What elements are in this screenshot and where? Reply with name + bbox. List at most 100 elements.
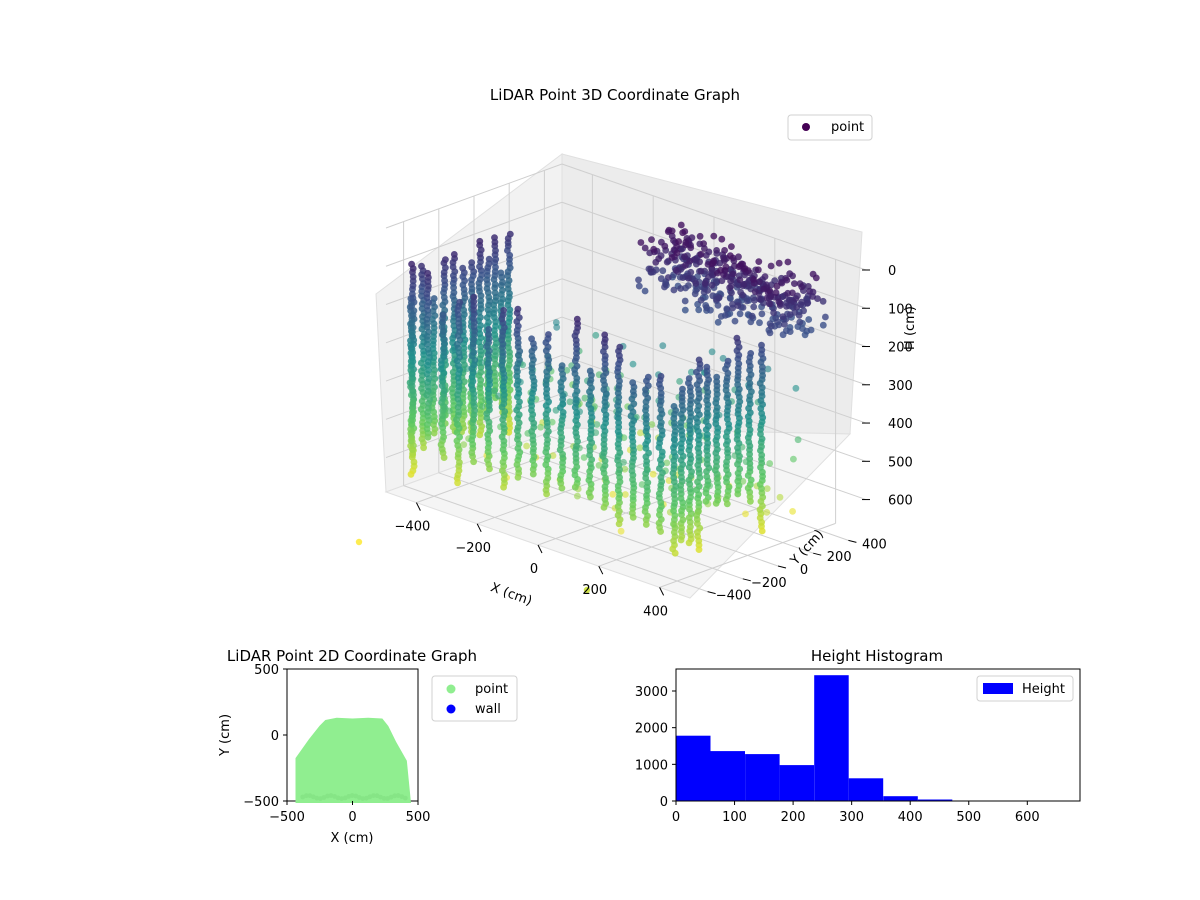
point-3d: [492, 255, 500, 263]
point-3d: [746, 392, 754, 400]
point-3d: [409, 358, 417, 365]
point-3d: [635, 282, 643, 290]
point-3d: [454, 450, 462, 458]
axes-2d-ticks: −500 0 500 −500 0 500: [243, 663, 430, 825]
point-3d: [454, 403, 462, 411]
point-3d: [499, 383, 507, 390]
point-3d: [483, 276, 491, 284]
point-3d: [499, 295, 507, 303]
y-tick-label-histogram: 2000: [635, 722, 668, 737]
point-3d: [459, 281, 467, 289]
point-3d: [513, 406, 521, 414]
axes-histogram-ticks: 0 100 200 300 400 500 600 0 1000 2000 3000: [635, 685, 1040, 825]
point-3d: [703, 409, 711, 417]
histogram-bar: [848, 778, 884, 801]
point-3d: [783, 303, 790, 310]
histogram-bar: [814, 675, 849, 801]
point-3d: [454, 479, 461, 487]
point-3d: [677, 285, 684, 292]
point-3d: [729, 270, 737, 278]
point-3d: [470, 458, 477, 466]
point-3d: [670, 419, 678, 427]
point-3d: [418, 385, 425, 392]
point-3d: [695, 306, 703, 314]
point-3d: [425, 366, 432, 374]
point-3d: [601, 495, 609, 503]
point-3d: [476, 250, 484, 258]
point-3d: [704, 393, 711, 400]
point-3d: [790, 455, 797, 463]
point-3d: [765, 300, 773, 308]
point-3d: [694, 444, 702, 452]
point-3d: [448, 385, 456, 393]
point-3d: [693, 415, 700, 422]
point-3d: [721, 247, 728, 254]
point-3d: [641, 244, 649, 252]
point-3d: [657, 474, 665, 481]
point-3d: [635, 276, 642, 284]
point-3d: [735, 253, 742, 261]
y-tick-label-3d: 200: [827, 550, 852, 565]
point-3d: [424, 408, 431, 416]
point-3d: [470, 416, 477, 423]
point-3d: [627, 404, 635, 411]
x-tick-label-3d: 200: [582, 583, 607, 598]
point-3d: [449, 368, 457, 376]
x-tick-label-3d: 0: [530, 562, 538, 577]
point-3d: [693, 368, 700, 376]
point-3d: [463, 365, 471, 373]
point-3d: [679, 229, 687, 237]
point-3d: [440, 294, 448, 301]
point-2d: [388, 794, 394, 800]
point-3d: [702, 485, 710, 493]
grid-line-z: [561, 163, 867, 271]
histogram-bar: [710, 751, 745, 801]
point-3d: [470, 323, 478, 331]
point-3d: [528, 428, 536, 435]
point-3d: [748, 312, 756, 320]
point-3d: [746, 426, 754, 434]
point-3d: [779, 331, 787, 339]
point-3d: [756, 295, 763, 303]
point-3d: [418, 435, 426, 443]
point-3d: [441, 277, 448, 285]
point-3d: [523, 442, 530, 450]
point-3d: [648, 421, 656, 428]
point-3d: [736, 276, 744, 284]
point-3d: [663, 459, 671, 467]
point-2d: [303, 793, 309, 799]
point-3d: [657, 499, 665, 506]
point-3d: [756, 506, 764, 513]
point-2d: [314, 795, 320, 801]
point-3d: [629, 379, 637, 387]
point-3d: [418, 262, 425, 270]
point-3d: [500, 400, 508, 408]
point-3d: [614, 486, 622, 494]
point-3d: [657, 456, 664, 464]
point-3d: [713, 378, 721, 385]
point-2d: [371, 793, 376, 798]
point-3d: [542, 381, 550, 388]
point-3d: [695, 394, 703, 402]
point-3d: [528, 352, 536, 360]
point-3d: [677, 495, 685, 502]
point-3d: [670, 461, 678, 469]
point-3d: [703, 363, 711, 371]
point-3d: [424, 346, 432, 353]
point-3d: [655, 490, 663, 498]
point-3d: [723, 374, 731, 382]
point-3d: [629, 501, 637, 509]
point-3d: [450, 289, 458, 296]
point-3d: [430, 337, 437, 345]
point-3d: [786, 270, 794, 278]
z-tick-label-3d: 100: [888, 302, 913, 317]
x-tick-label-histogram: 500: [956, 810, 981, 825]
point-3d: [586, 468, 593, 475]
point-3d: [691, 290, 699, 298]
point-3d: [514, 432, 522, 440]
point-3d: [704, 439, 712, 447]
point-3d: [572, 417, 580, 424]
point-3d: [763, 485, 771, 492]
point-3d: [530, 453, 538, 461]
point-3d: [685, 514, 693, 522]
